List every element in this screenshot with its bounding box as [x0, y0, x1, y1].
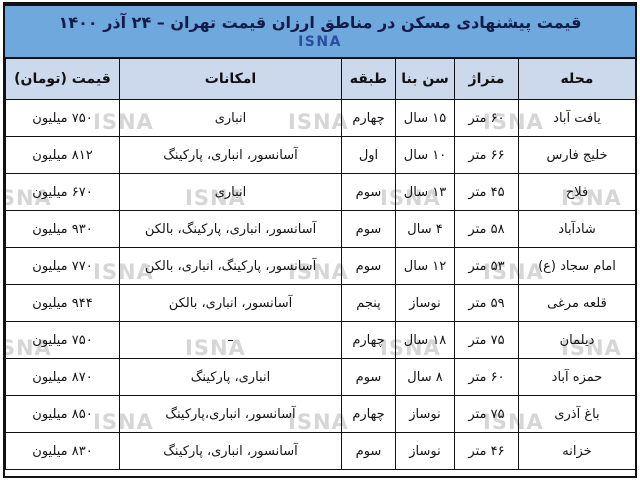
cell-amenities: آسانسور، انباری،پارکینگ: [119, 395, 342, 433]
cell-area: ۶۰ متر: [454, 358, 519, 396]
cell-building-age: ۴ سال: [395, 210, 455, 248]
cell-neighborhood: قلعه مرغی: [518, 284, 635, 322]
cell-amenities: انباری: [119, 99, 342, 137]
cell-area: ۴۶ متر: [454, 432, 519, 470]
cell-price: ۸۳۰ میلیون: [5, 432, 120, 470]
cell-neighborhood: باغ آذری: [518, 395, 635, 433]
cell-building-age: نوساز: [395, 432, 455, 470]
cell-building-age: ۱۵ سال: [395, 99, 455, 137]
price-table-frame: ISNA ISNA ISNA ISNA ISNA ISNA ISNA ISNA …: [3, 2, 637, 478]
table-row: دیلمان ۷۵ متر ۱۸ سال چهارم – ۷۵۰ میلیون: [5, 321, 635, 359]
cell-amenities: آسانسور، انباری، پارکینگ، بالکن: [119, 210, 342, 248]
cell-price: ۷۵۰ میلیون: [5, 321, 120, 359]
col-header-amenities: امکانات: [119, 58, 342, 100]
cell-building-age: نوساز: [395, 395, 455, 433]
title-band: قیمت پیشنهادی مسکن در مناطق ارزان قیمت ت…: [5, 6, 635, 58]
cell-floor: چهارم: [341, 321, 396, 359]
col-header-area: متراژ: [454, 58, 519, 100]
cell-price: ۷۷۰ میلیون: [5, 247, 120, 285]
table-row: باغ آذری ۷۵ متر نوساز چهارم آسانسور، انب…: [5, 395, 635, 433]
cell-building-age: ۱۲ سال: [395, 247, 455, 285]
cell-area: ۷۵ متر: [454, 395, 519, 433]
cell-area: ۶۶ متر: [454, 136, 519, 174]
col-header-neighborhood: محله: [518, 58, 635, 100]
cell-price: ۹۴۴ میلیون: [5, 284, 120, 322]
cell-floor: سوم: [341, 247, 396, 285]
cell-price: ۸۷۰ میلیون: [5, 358, 120, 396]
table-row: امام سجاد (ع) ۵۳ متر ۱۲ سال سوم آسانسور،…: [5, 247, 635, 285]
cell-amenities: آسانسور، انباری، پارکینگ: [119, 136, 342, 174]
table-row: یافت آباد ۶۰ متر ۱۵ سال چهارم انباری ۷۵۰…: [5, 99, 635, 137]
cell-neighborhood: یافت آباد: [518, 99, 635, 137]
cell-price: ۸۱۲ میلیون: [5, 136, 120, 174]
header-row: محله متراژ سن بنا طبقه امکانات قیمت (توم…: [5, 58, 635, 100]
cell-price: ۹۳۰ میلیون: [5, 210, 120, 248]
cell-floor: سوم: [341, 210, 396, 248]
cell-area: ۶۰ متر: [454, 99, 519, 137]
cell-building-age: ۱۸ سال: [395, 321, 455, 359]
table-row: خلیج فارس ۶۶ متر ۱۰ سال اول آسانسور، انب…: [5, 136, 635, 174]
table-row: حمزه آباد ۶۰ متر ۸ سال سوم انباری، پارکی…: [5, 358, 635, 396]
cell-floor: چهارم: [341, 99, 396, 137]
table-row: شادآباد ۵۸ متر ۴ سال سوم آسانسور، انباری…: [5, 210, 635, 248]
cell-area: ۵۹ متر: [454, 284, 519, 322]
cell-amenities: آسانسور، انباری، پارکینگ: [119, 432, 342, 470]
table-row: فلاح ۴۵ متر ۱۳ سال سوم انباری ۶۷۰ میلیون: [5, 173, 635, 211]
table-row: قلعه مرغی ۵۹ متر نوساز پنجم آسانسور، انب…: [5, 284, 635, 322]
cell-price: ۷۵۰ میلیون: [5, 99, 120, 137]
cell-neighborhood: حمزه آباد: [518, 358, 635, 396]
cell-neighborhood: امام سجاد (ع): [518, 247, 635, 285]
cell-amenities: انباری: [119, 173, 342, 211]
col-header-floor: طبقه: [341, 58, 396, 100]
col-header-price-toman: قیمت (تومان): [5, 58, 120, 100]
cell-amenities: انباری، پارکینگ: [119, 358, 342, 396]
cell-price: ۸۵۰ میلیون: [5, 395, 120, 433]
col-header-building-age: سن بنا: [395, 58, 455, 100]
cell-building-age: نوساز: [395, 284, 455, 322]
cell-floor: سوم: [341, 173, 396, 211]
table-row: خزانه ۴۶ متر نوساز سوم آسانسور، انباری، …: [5, 432, 635, 470]
table-title: قیمت پیشنهادی مسکن در مناطق ارزان قیمت ت…: [58, 13, 582, 33]
cell-neighborhood: دیلمان: [518, 321, 635, 359]
cell-building-age: ۸ سال: [395, 358, 455, 396]
housing-price-table: محله متراژ سن بنا طبقه امکانات قیمت (توم…: [5, 58, 635, 470]
cell-area: ۴۵ متر: [454, 173, 519, 211]
cell-neighborhood: شادآباد: [518, 210, 635, 248]
cell-neighborhood: فلاح: [518, 173, 635, 211]
cell-neighborhood: خزانه: [518, 432, 635, 470]
cell-floor: پنجم: [341, 284, 396, 322]
isna-logo: ISNA: [298, 33, 342, 50]
cell-area: ۵۳ متر: [454, 247, 519, 285]
cell-price: ۶۷۰ میلیون: [5, 173, 120, 211]
cell-amenities: آسانسور، انباری، بالکن: [119, 284, 342, 322]
cell-floor: چهارم: [341, 395, 396, 433]
cell-building-age: ۱۳ سال: [395, 173, 455, 211]
cell-amenities: –: [119, 321, 342, 359]
cell-floor: سوم: [341, 432, 396, 470]
cell-neighborhood: خلیج فارس: [518, 136, 635, 174]
cell-floor: اول: [341, 136, 396, 174]
cell-building-age: ۱۰ سال: [395, 136, 455, 174]
cell-amenities: آسانسور، پارکینگ، انباری، بالکن: [119, 247, 342, 285]
cell-area: ۷۵ متر: [454, 321, 519, 359]
cell-floor: سوم: [341, 358, 396, 396]
cell-area: ۵۸ متر: [454, 210, 519, 248]
